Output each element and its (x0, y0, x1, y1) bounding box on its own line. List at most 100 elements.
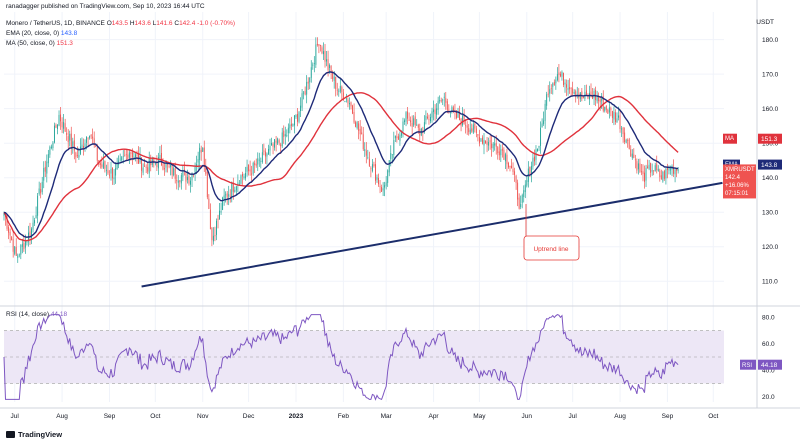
candle-body (634, 159, 636, 161)
rsi-legend[interactable]: RSI (14, close) 44.18 (6, 310, 67, 319)
candle-body (451, 106, 453, 113)
candle-body (540, 127, 542, 146)
candle-body (18, 254, 20, 256)
candle-body (428, 119, 430, 121)
xmrusdt-tag-text: 07:15:01 (725, 191, 749, 197)
xmrusdt-tag-box (723, 164, 756, 199)
time-axis: Jul Aug Sep Oct Nov Dec 2023 Feb Mar Apr May Jun Jul… (11, 413, 719, 420)
candle-body (485, 140, 486, 144)
candle-body (336, 89, 338, 91)
candle-body (358, 123, 360, 131)
candle-body (165, 163, 167, 168)
candle-body (410, 120, 412, 123)
candle-body (533, 156, 535, 162)
candle-body (379, 186, 381, 187)
candle-body (353, 112, 355, 123)
candle-body (642, 171, 644, 175)
ema-legend[interactable]: EMA (20, close, 0) 143.8 (6, 29, 77, 38)
candle-body (147, 167, 149, 172)
time-tick-label: 2023 (289, 413, 304, 420)
candle-body (338, 90, 340, 92)
candle-body (177, 180, 179, 183)
candle-body (640, 171, 642, 173)
candle-body (67, 136, 69, 143)
candle-body (174, 168, 176, 179)
candle-body (208, 198, 210, 209)
candle-body (601, 98, 603, 101)
candle-body (281, 132, 283, 147)
candle-body (365, 150, 367, 156)
time-tick-label: Aug (614, 413, 626, 420)
ma-legend[interactable]: MA (50, close, 0) 151.3 (6, 39, 73, 48)
rsi-tick-label: 60.0 (762, 341, 775, 348)
candle-body (78, 154, 80, 158)
candle-body (616, 118, 618, 123)
candle-body (553, 81, 555, 85)
candle-body (312, 64, 314, 66)
candle-body (387, 170, 389, 183)
candle-body (446, 101, 448, 110)
candle-body (69, 133, 71, 141)
time-tick-label: Aug (56, 413, 68, 420)
candle-body (55, 124, 57, 128)
candle-body (50, 146, 52, 148)
candle-body (414, 116, 416, 125)
candle-body (297, 113, 298, 122)
candle-body (3, 212, 5, 216)
candle-body (347, 99, 349, 104)
candle-body (405, 112, 407, 122)
candle-body (96, 147, 98, 161)
candle-body (526, 180, 528, 186)
candle-body (332, 71, 334, 80)
price-tick-label: 140.0 (762, 175, 779, 182)
candle-body (290, 123, 292, 126)
candle-body (326, 59, 328, 62)
candle-body (378, 178, 379, 185)
candle-body (21, 243, 23, 247)
candle-body (92, 136, 94, 139)
candle-body (576, 94, 578, 96)
candle-body (231, 182, 233, 198)
candle-body (206, 172, 208, 198)
candle-body (598, 97, 600, 101)
candle-body (128, 152, 130, 158)
candle-body (564, 82, 566, 85)
candle-body (566, 84, 568, 88)
candle-body (173, 168, 175, 176)
candle-body (95, 145, 97, 147)
time-tick-label: Feb (338, 413, 350, 420)
candle-body (119, 158, 121, 160)
candle-body (618, 115, 619, 118)
candle-body (40, 189, 42, 194)
candle-body (509, 166, 511, 168)
candle-body (466, 125, 468, 128)
candle-body (657, 169, 659, 171)
candle-body (258, 159, 260, 161)
candle-body (368, 158, 370, 167)
candle-body (630, 149, 632, 157)
candle-body (425, 116, 427, 121)
candle-body (79, 146, 81, 155)
price-tags: MAEMAXMRUSDT142.4+16.06%07:15:01151.3143… (723, 133, 782, 199)
candle-body (523, 190, 525, 197)
candle-body (430, 116, 431, 122)
tradingview-logo[interactable]: TradingView (6, 430, 62, 439)
candle-body (385, 182, 387, 186)
candle-body (359, 128, 361, 135)
candle-body (520, 204, 522, 208)
candle-body (9, 232, 11, 236)
candle-body (130, 152, 132, 154)
candle-body (266, 153, 268, 157)
candle-body (223, 195, 225, 200)
candle-body (570, 88, 572, 89)
candle-body (293, 115, 295, 126)
candle-body (434, 109, 436, 114)
candle-body (113, 177, 115, 180)
time-tick-label: May (473, 413, 486, 420)
candle-body (339, 85, 341, 92)
candle-body (234, 189, 236, 192)
candle-body (665, 168, 667, 179)
candle-body (15, 247, 17, 256)
time-tick-label: Sep (104, 413, 116, 420)
